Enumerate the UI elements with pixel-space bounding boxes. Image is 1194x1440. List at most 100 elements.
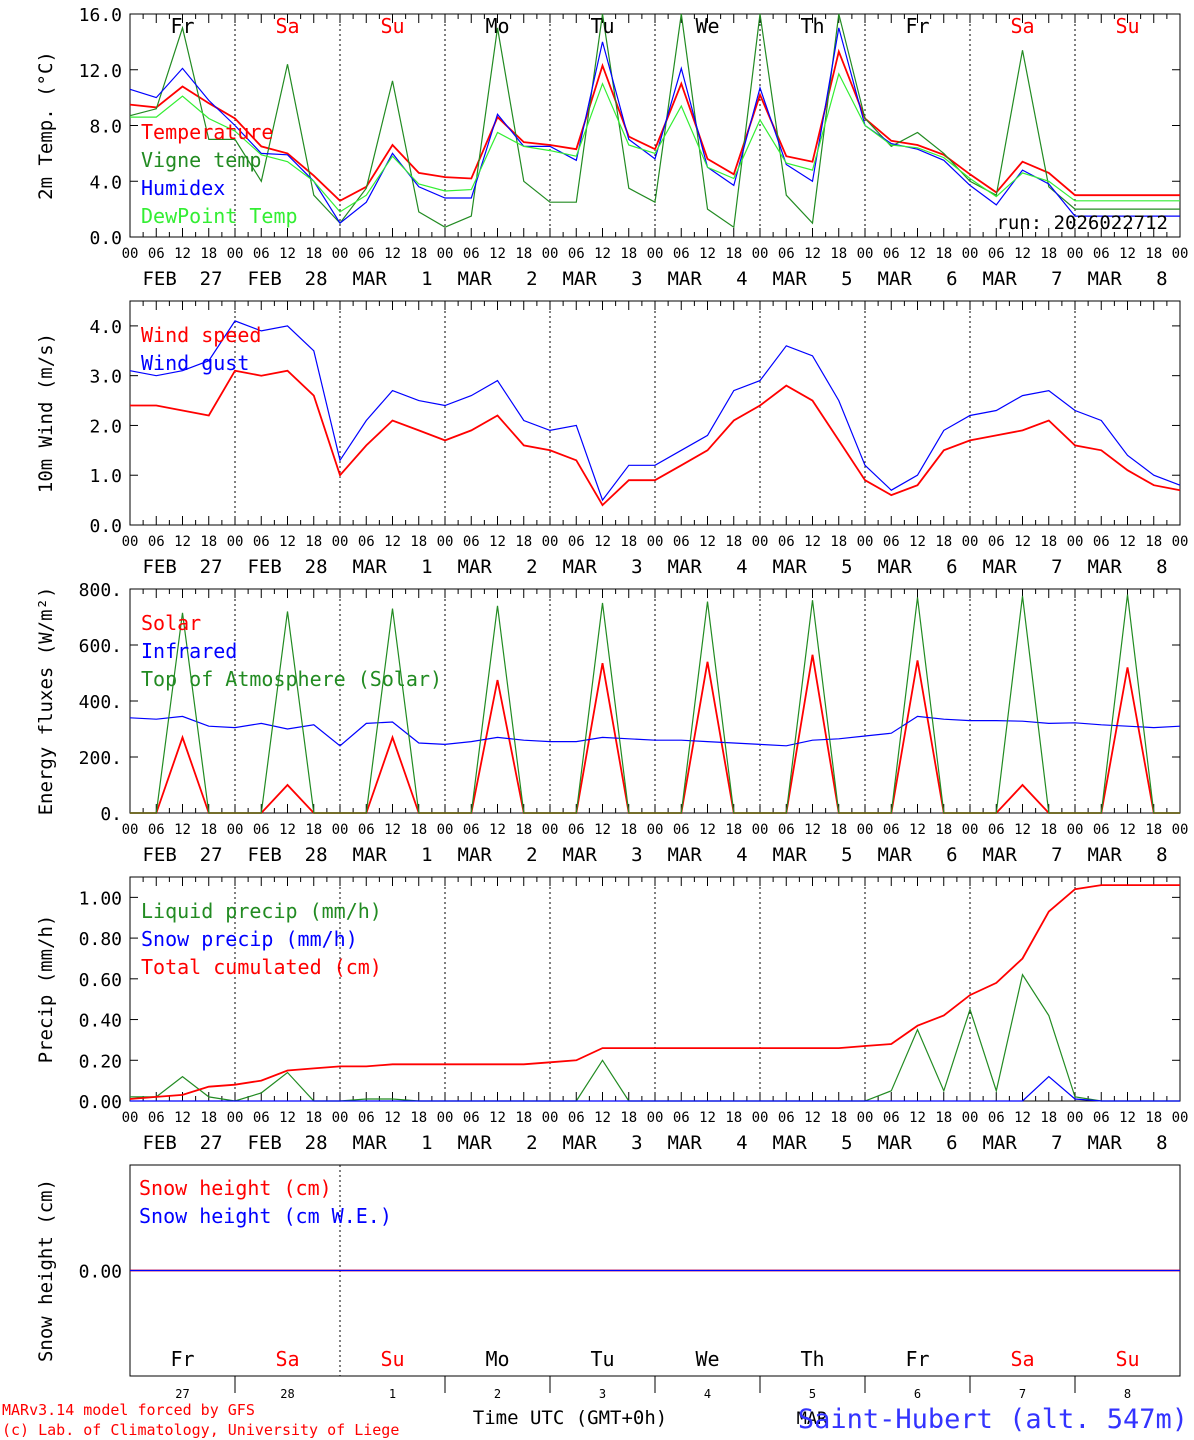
series-line-dewpoint-temp [130, 72, 1180, 213]
weekday-label: Fr [170, 14, 194, 38]
y-axis-label: 2m Temp. (°C) [35, 51, 57, 200]
legend-entry: Snow precip (mm/h) [141, 927, 358, 951]
day-label: MAR 3 [562, 1132, 642, 1154]
hour-tick-label: 12 [384, 534, 401, 550]
hour-tick-label: 06 [1093, 1110, 1110, 1126]
legend-entry: Liquid precip (mm/h) [141, 899, 382, 923]
hour-tick-label: 00 [1067, 246, 1084, 262]
hour-tick-label: 00 [1172, 246, 1189, 262]
day-number: 27 [175, 1387, 189, 1401]
hour-tick-label: 06 [358, 534, 375, 550]
weekday-label: Sa [1010, 14, 1034, 38]
hour-tick-label: 06 [148, 822, 165, 838]
hour-tick-label: 18 [515, 822, 532, 838]
hour-tick-label: 00 [1067, 534, 1084, 550]
day-label: MAR 4 [667, 844, 747, 866]
hour-tick-label: 12 [699, 534, 716, 550]
hour-tick-label: 06 [883, 1110, 900, 1126]
y-tick-label: 12.0 [79, 61, 122, 82]
hour-tick-label: 00 [332, 246, 349, 262]
hour-tick-label: 06 [988, 822, 1005, 838]
y-tick-label: 400. [79, 692, 122, 713]
day-label: MAR 3 [562, 268, 642, 290]
hour-tick-label: 18 [200, 1110, 217, 1126]
hour-tick-label: 06 [1093, 822, 1110, 838]
y-tick-label: 600. [79, 636, 122, 657]
hour-tick-label: 00 [542, 1110, 559, 1126]
weekday-label: Th [800, 1347, 824, 1371]
hour-tick-label: 06 [778, 1110, 795, 1126]
day-label: MAR 1 [352, 268, 432, 290]
legend-entry: Snow height (cm) [139, 1176, 332, 1200]
hour-tick-label: 18 [620, 246, 637, 262]
hour-tick-label: 18 [725, 534, 742, 550]
hour-tick-label: 06 [778, 246, 795, 262]
hour-tick-label: 18 [515, 1110, 532, 1126]
day-label: MAR 2 [457, 844, 537, 866]
hour-tick-label: 06 [883, 534, 900, 550]
hour-tick-label: 00 [1172, 822, 1189, 838]
hour-tick-label: 00 [122, 1110, 139, 1126]
energy-flux-panel: 00 06 12 18 00 06 12 18 00 06 12 18 00 06 12 18 00 06 12 18… [35, 580, 1188, 866]
day-label: FEB 27 [142, 844, 222, 866]
hour-tick-label: 12 [174, 822, 191, 838]
hour-tick-label: 18 [305, 534, 322, 550]
day-label: MAR 8 [1087, 1132, 1167, 1154]
hour-tick-label: 12 [699, 822, 716, 838]
day-label: MAR 3 [562, 556, 642, 578]
hour-tick-label: 00 [752, 246, 769, 262]
y-tick-label: 16.0 [79, 5, 122, 26]
hour-tick-label: 18 [935, 246, 952, 262]
day-label: MAR 7 [982, 268, 1062, 290]
day-label: FEB 27 [142, 268, 222, 290]
series-line-temperature [129, 48, 1180, 202]
hour-tick-label: 06 [253, 534, 270, 550]
legend-entry: Infrared [141, 639, 237, 663]
day-label: MAR 7 [982, 1132, 1062, 1154]
hour-tick-label: 12 [1119, 1110, 1136, 1126]
day-number: 3 [599, 1387, 606, 1401]
copyright: (c) Lab. of Climatology, University of L… [2, 1421, 399, 1439]
y-tick-label: 0.0 [89, 228, 122, 249]
hour-tick-label: 06 [358, 1110, 375, 1126]
y-tick-label: 0.60 [79, 970, 122, 991]
hour-tick-label: 00 [437, 1110, 454, 1126]
legend-entry: DewPoint Temp [141, 204, 298, 228]
hour-tick-label: 18 [725, 822, 742, 838]
day-number: 6 [914, 1387, 921, 1401]
hour-tick-label: 06 [568, 534, 585, 550]
weekday-label: We [695, 14, 719, 38]
weekday-label: Mo [485, 14, 509, 38]
hour-tick-label: 06 [463, 246, 480, 262]
day-number: 1 [389, 1387, 396, 1401]
y-axis-label: Snow height (cm) [35, 1179, 57, 1362]
day-label: MAR 1 [352, 556, 432, 578]
day-label: MAR 6 [877, 556, 957, 578]
y-tick-label: 0.20 [79, 1051, 122, 1072]
hour-tick-label: 18 [305, 822, 322, 838]
y-tick-label: 800. [79, 580, 122, 601]
hour-tick-label: 18 [830, 246, 847, 262]
hour-tick-label: 00 [962, 822, 979, 838]
y-tick-label: 4.0 [89, 317, 122, 338]
hour-tick-label: 00 [857, 822, 874, 838]
weekday-label: Tu [590, 1347, 614, 1371]
hour-tick-label: 12 [1119, 822, 1136, 838]
y-tick-label: 4.0 [89, 172, 122, 193]
day-number: 4 [704, 1387, 711, 1401]
legend-entry: Solar [141, 611, 201, 635]
hour-tick-label: 00 [332, 1110, 349, 1126]
hour-tick-label: 12 [909, 1110, 926, 1126]
hour-tick-label: 12 [174, 246, 191, 262]
hour-tick-label: 00 [752, 1110, 769, 1126]
hour-tick-label: 06 [358, 822, 375, 838]
day-number: 2 [494, 1387, 501, 1401]
hour-tick-label: 12 [174, 1110, 191, 1126]
precip-panel: 00 06 12 18 00 06 12 18 00 06 12 18 00 06 12 18 00 06 12 18… [35, 876, 1188, 1154]
day-label: MAR 1 [352, 1132, 432, 1154]
hour-tick-label: 00 [647, 822, 664, 838]
hour-tick-label: 06 [1093, 534, 1110, 550]
weekday-label: Mo [485, 1347, 509, 1371]
hour-tick-label: 00 [227, 1110, 244, 1126]
